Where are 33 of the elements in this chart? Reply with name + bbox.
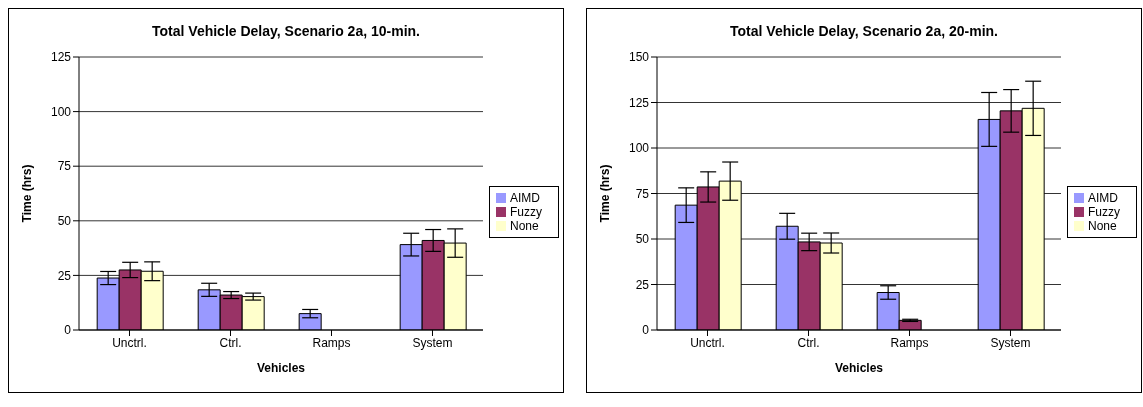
y-tick-label: 100 bbox=[628, 141, 650, 156]
y-tick-label: 50 bbox=[635, 232, 650, 247]
y-tick-label: 75 bbox=[635, 186, 650, 201]
y-tick-label: 125 bbox=[628, 95, 650, 110]
legend-label: Fuzzy bbox=[509, 204, 542, 219]
x-tick-label: Unctrl. bbox=[112, 335, 147, 350]
x-axis-title: Vehicles bbox=[834, 361, 884, 375]
y-tick-label: 150 bbox=[628, 50, 650, 65]
y-tick-label: 100 bbox=[50, 104, 72, 119]
legend-label: AIMD bbox=[1087, 190, 1118, 205]
x-tick-label: Ctrl. bbox=[219, 335, 242, 350]
y-tick-label: 75 bbox=[57, 159, 72, 174]
chart-title: Total Vehicle Delay, Scenario 2a, 20-min. bbox=[729, 23, 999, 39]
y-tick-label: 50 bbox=[57, 214, 72, 229]
x-tick-label: Ctrl. bbox=[797, 335, 820, 350]
chart-title: Total Vehicle Delay, Scenario 2a, 10-min. bbox=[151, 23, 421, 39]
x-tick-label: System bbox=[990, 335, 1031, 350]
y-tick-label: 125 bbox=[50, 50, 72, 65]
legend-label: Fuzzy bbox=[1087, 204, 1120, 219]
legend-label: None bbox=[1087, 218, 1117, 233]
y-tick-label: 25 bbox=[57, 268, 72, 283]
y-tick-label: 25 bbox=[635, 277, 650, 292]
y-tick-label: 0 bbox=[64, 323, 72, 338]
x-tick-label: Unctrl. bbox=[690, 335, 725, 350]
legend-label: None bbox=[509, 218, 539, 233]
y-tick-label: 0 bbox=[642, 323, 650, 338]
legend-label: AIMD bbox=[509, 190, 540, 205]
y-axis-title: Time (hrs) bbox=[598, 164, 613, 223]
x-tick-label: Ramps bbox=[890, 335, 929, 350]
x-axis-title: Vehicles bbox=[256, 361, 306, 375]
x-tick-label: Ramps bbox=[312, 335, 351, 350]
x-tick-label: System bbox=[412, 335, 453, 350]
y-axis-title: Time (hrs) bbox=[20, 164, 35, 223]
